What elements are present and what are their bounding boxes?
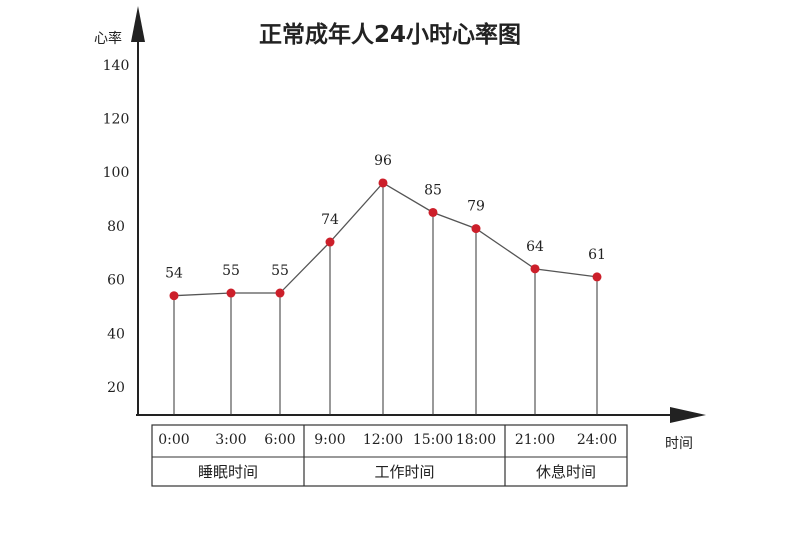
chart-title: 正常成年人24小时心率图 [259, 21, 521, 48]
data-point [226, 288, 236, 298]
data-label: 54 [165, 266, 183, 282]
time-period-table: 0:00 3:00 6:00 9:00 12:00 15:00 18:00 21:00 24:0… [151, 424, 628, 487]
data-point [471, 224, 481, 234]
data-label: 96 [374, 153, 392, 169]
x-tick-label: 0:00 [158, 432, 189, 448]
data-label: 61 [588, 247, 606, 263]
data-point [169, 291, 179, 301]
x-tick-label: 12:00 [363, 432, 403, 448]
data-label: 55 [222, 263, 240, 279]
x-tick-label: 9:00 [314, 432, 345, 448]
data-point [378, 178, 388, 188]
y-tick-label: 20 [107, 380, 125, 396]
data-point [325, 237, 335, 247]
data-point [592, 272, 602, 282]
data-label: 85 [424, 182, 442, 198]
data-points [169, 178, 602, 301]
y-tick-label: 100 [103, 165, 130, 181]
y-tick-label: 140 [103, 58, 130, 74]
drop-lines [173, 182, 598, 415]
data-label: 74 [321, 212, 339, 228]
table-border [151, 424, 628, 487]
y-tick-label: 40 [107, 326, 125, 342]
y-tick-label: 60 [107, 273, 125, 289]
data-label: 64 [526, 239, 544, 255]
x-axis-arrow [670, 407, 706, 423]
data-labels: 54 55 55 74 96 85 79 64 61 [165, 153, 606, 282]
period-label: 工作时间 [374, 463, 434, 481]
x-tick-label: 18:00 [456, 432, 496, 448]
y-axis-label: 心率 [94, 30, 122, 47]
period-label: 休息时间 [536, 463, 596, 481]
y-tick-label: 120 [103, 112, 130, 128]
period-label: 睡眠时间 [198, 463, 258, 481]
x-tick-label: 15:00 [413, 432, 453, 448]
data-point [530, 264, 540, 274]
y-tick-label: 80 [107, 219, 125, 235]
y-axis [131, 6, 145, 415]
x-tick-label: 6:00 [264, 432, 295, 448]
x-axis-label: 时间 [665, 436, 693, 452]
x-tick-label: 21:00 [515, 432, 555, 448]
x-tick-label: 24:00 [577, 432, 617, 448]
x-tick-label: 3:00 [215, 432, 246, 448]
data-label: 55 [271, 263, 289, 279]
data-point [275, 288, 285, 298]
data-label: 79 [467, 199, 485, 215]
y-axis-arrow [131, 6, 145, 42]
y-tick-labels: 20 40 60 80 100 120 140 [103, 58, 130, 396]
data-point [428, 207, 438, 217]
x-axis [136, 407, 706, 423]
